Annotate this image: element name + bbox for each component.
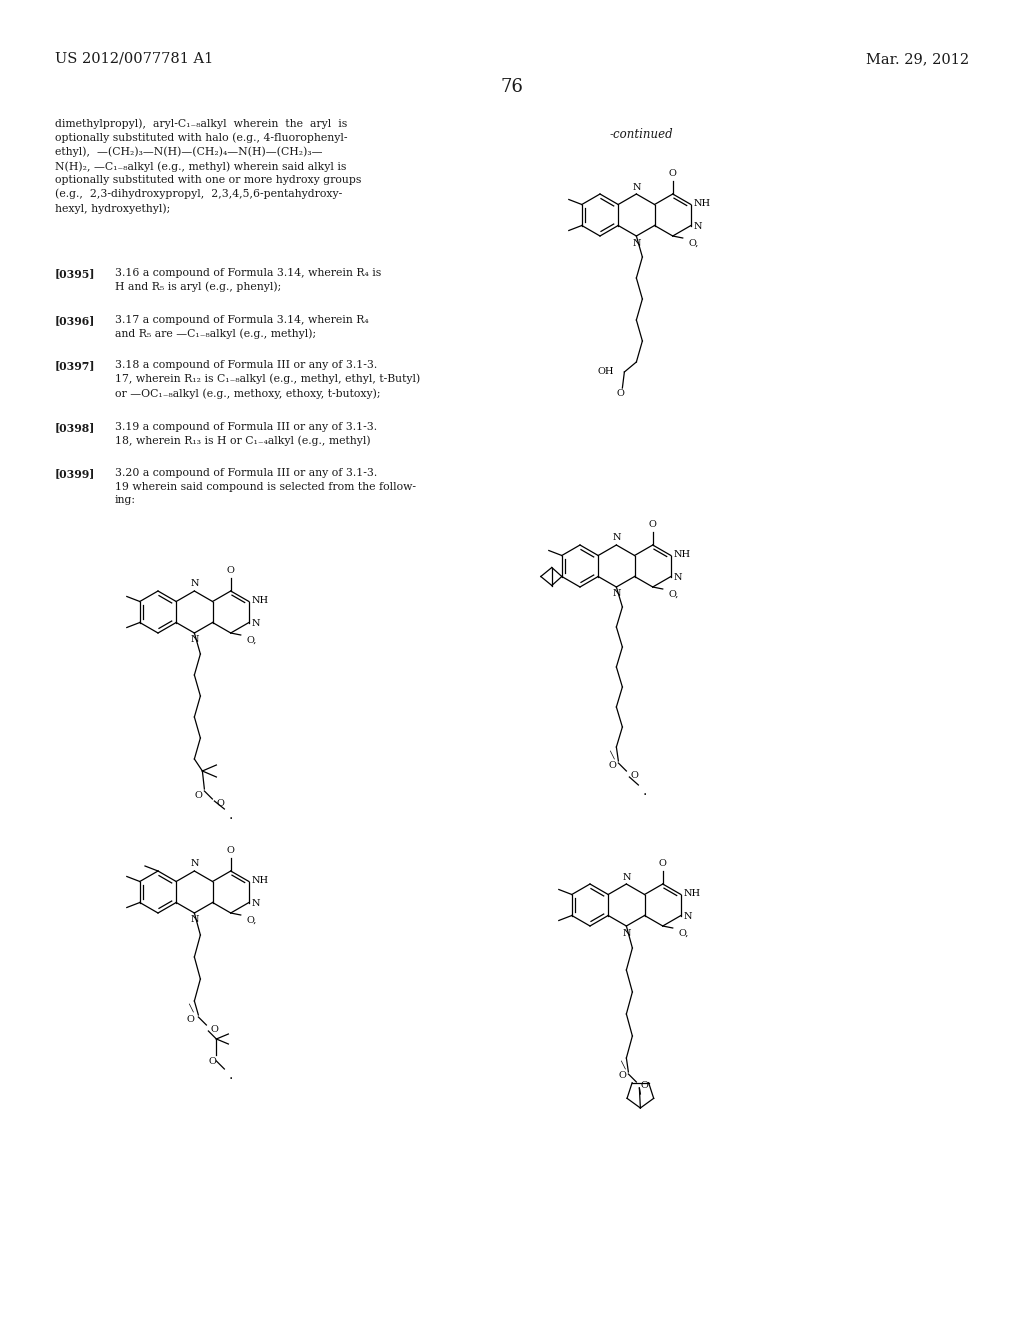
Text: [0395]: [0395] — [55, 268, 95, 279]
Text: O: O — [658, 859, 667, 869]
Text: O,: O, — [247, 635, 257, 644]
Text: N: N — [252, 899, 260, 908]
Text: N: N — [612, 590, 621, 598]
Text: NH: NH — [252, 597, 269, 605]
Text: .: . — [642, 784, 646, 799]
Text: O,: O, — [669, 590, 679, 598]
Text: O: O — [631, 771, 638, 780]
Text: O: O — [616, 389, 625, 399]
Text: Mar. 29, 2012: Mar. 29, 2012 — [866, 51, 969, 66]
Text: N: N — [612, 533, 621, 543]
Text: O: O — [640, 1081, 648, 1090]
Text: .: . — [228, 1068, 232, 1082]
Text: O: O — [216, 799, 224, 808]
Text: NH: NH — [684, 888, 701, 898]
Text: O,: O, — [247, 916, 257, 924]
Text: OH: OH — [598, 367, 614, 376]
Text: US 2012/0077781 A1: US 2012/0077781 A1 — [55, 51, 213, 66]
Text: O: O — [195, 791, 203, 800]
Text: NH: NH — [252, 876, 269, 884]
Text: NH: NH — [674, 550, 691, 558]
Text: N: N — [623, 928, 631, 937]
Text: -continued: -continued — [610, 128, 674, 141]
Text: O,: O, — [679, 928, 689, 937]
Text: O: O — [669, 169, 677, 178]
Text: 3.17 a compound of Formula 3.14, wherein R₄
and R₅ are —C₁₋₈alkyl (e.g., methyl): 3.17 a compound of Formula 3.14, wherein… — [115, 315, 369, 339]
Text: 3.18 a compound of Formula III or any of 3.1-3.
17, wherein R₁₂ is C₁₋₈alkyl (e.: 3.18 a compound of Formula III or any of… — [115, 360, 420, 399]
Text: O: O — [186, 1015, 195, 1023]
Text: 76: 76 — [501, 78, 523, 96]
Text: N: N — [694, 222, 702, 231]
Text: N: N — [674, 573, 682, 582]
Text: N: N — [252, 619, 260, 628]
Text: N: N — [632, 239, 641, 248]
Text: .: . — [228, 808, 232, 822]
Text: O: O — [226, 566, 234, 576]
Text: N: N — [190, 579, 199, 589]
Text: 3.16 a compound of Formula 3.14, wherein R₄ is
H and R₅ is aryl (e.g., phenyl);: 3.16 a compound of Formula 3.14, wherein… — [115, 268, 381, 292]
Text: O: O — [209, 1056, 216, 1065]
Text: N: N — [190, 859, 199, 869]
Text: O: O — [226, 846, 234, 855]
Text: [0399]: [0399] — [55, 469, 95, 479]
Text: NH: NH — [694, 199, 711, 209]
Text: dimethylpropyl),  aryl-C₁₋₈alkyl  wherein  the  aryl  is
optionally substituted : dimethylpropyl), aryl-C₁₋₈alkyl wherein … — [55, 117, 361, 214]
Text: O: O — [210, 1024, 218, 1034]
Text: [0396]: [0396] — [55, 315, 95, 326]
Text: O: O — [608, 760, 616, 770]
Text: [0397]: [0397] — [55, 360, 95, 371]
Text: N: N — [684, 912, 692, 921]
Text: N: N — [623, 873, 631, 882]
Text: O: O — [649, 520, 656, 529]
Text: O: O — [618, 1072, 627, 1081]
Text: N: N — [632, 182, 641, 191]
Text: N: N — [190, 635, 199, 644]
Text: 3.19 a compound of Formula III or any of 3.1-3.
18, wherein R₁₃ is H or C₁₋₄alky: 3.19 a compound of Formula III or any of… — [115, 422, 377, 446]
Text: O,: O, — [689, 239, 699, 248]
Text: 3.20 a compound of Formula III or any of 3.1-3.
19 wherein said compound is sele: 3.20 a compound of Formula III or any of… — [115, 469, 416, 506]
Text: N: N — [190, 916, 199, 924]
Text: [0398]: [0398] — [55, 422, 95, 433]
